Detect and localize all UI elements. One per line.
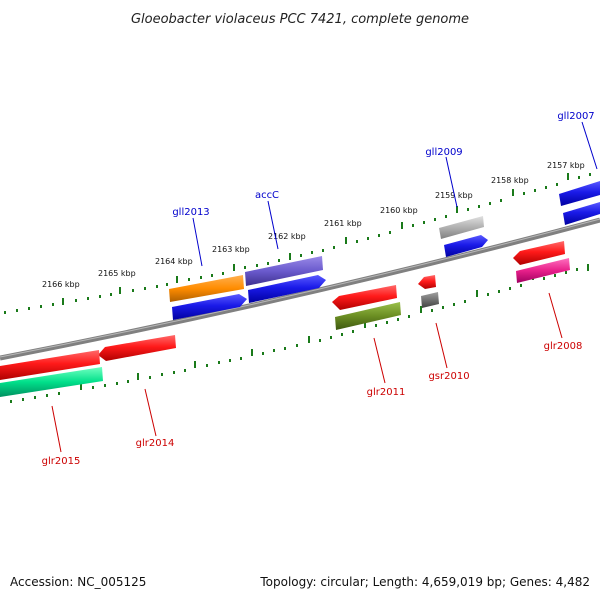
tick-label-2161: 2161 kbp: [324, 219, 362, 228]
gene-label-accC: accC: [255, 190, 279, 201]
tick-label-2162: 2162 kbp: [268, 232, 306, 241]
tick-label-2163: 2163 kbp: [212, 245, 250, 254]
tick-label-2160: 2160 kbp: [380, 206, 418, 215]
gene-gll2009-arrow[interactable]: [444, 235, 488, 257]
gene-glr2015[interactable]: [0, 350, 100, 380]
upper-tick-track: [4, 173, 591, 314]
gene-label-gll2007: gll2007: [557, 111, 594, 122]
gene-gll2013-arrow[interactable]: [172, 294, 247, 320]
callout-lines: [51, 121, 598, 453]
gene-labels: gll2007 gll2009 accC gll2013 glr2008 gsr…: [42, 111, 595, 467]
gene-label-gll2013: gll2013: [172, 207, 209, 218]
gene-label-glr2011: glr2011: [367, 387, 406, 398]
gene-label-glr2008: glr2008: [544, 341, 583, 352]
gene-glr2008-arrow[interactable]: [513, 241, 565, 265]
gene-accC-arrow[interactable]: [248, 275, 326, 303]
reverse-features: [0, 241, 570, 397]
gene-label-glr2015: glr2015: [42, 456, 81, 467]
genome-backbone: [0, 217, 600, 361]
gene-gll2007[interactable]: [559, 181, 600, 206]
gene-label-gll2009: gll2009: [425, 147, 462, 158]
map-title: Gloeobacter violaceus PCC 7421, complete…: [131, 12, 469, 27]
lower-tick-track: [10, 264, 589, 403]
tick-label-2165: 2165 kbp: [98, 269, 136, 278]
topology-text: Topology: circular; Length: 4,659,019 bp…: [259, 575, 590, 589]
gene-gll2007-b[interactable]: [563, 202, 600, 225]
gene-glr2015-b[interactable]: [0, 367, 103, 397]
gene-gll2013[interactable]: [169, 275, 244, 302]
gene-glr2011[interactable]: [335, 302, 401, 330]
tick-label-2164: 2164 kbp: [155, 257, 193, 266]
gene-gsr2010-arrow[interactable]: [418, 275, 436, 289]
gene-accC[interactable]: [245, 256, 323, 286]
gene-label-gsr2010: gsr2010: [428, 371, 469, 382]
tick-label-2166: 2166 kbp: [42, 280, 80, 289]
gene-glr2008[interactable]: [516, 258, 570, 283]
tick-label-2159: 2159 kbp: [435, 191, 473, 200]
tick-label-2158: 2158 kbp: [491, 176, 529, 185]
accession-text: Accession: NC_005125: [10, 575, 146, 589]
gene-glr2011-arrow[interactable]: [332, 285, 397, 310]
gene-gll2009[interactable]: [439, 216, 484, 239]
tick-labels: 2166 kbp 2165 kbp 2164 kbp 2163 kbp 2162…: [42, 161, 585, 289]
gene-glr2014-arrow[interactable]: [98, 335, 176, 361]
forward-features: [169, 181, 600, 320]
gene-label-glr2014: glr2014: [136, 438, 175, 449]
tick-label-2157: 2157 kbp: [547, 161, 585, 170]
gene-gsr2010[interactable]: [421, 292, 439, 308]
